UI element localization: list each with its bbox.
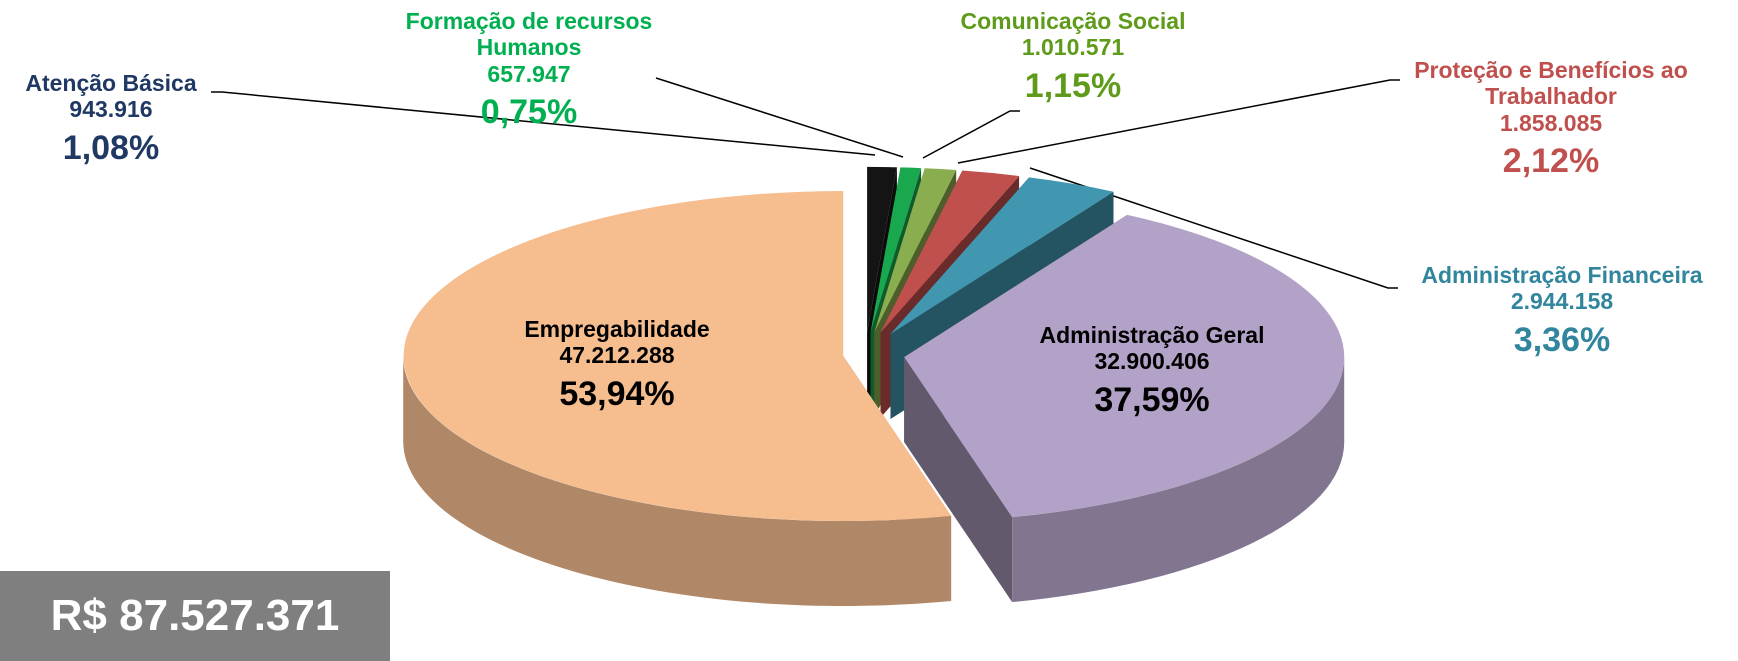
slice-name: Formação de recursos Humanos <box>405 8 653 61</box>
slice-side <box>1012 357 1345 603</box>
slice-percent: 0,75% <box>480 93 578 132</box>
leader-line <box>655 77 904 158</box>
slice-amount: 1.858.085 <box>1499 109 1603 136</box>
slice-amount: 657.947 <box>487 60 571 87</box>
slice-percent: 3,36% <box>1513 320 1611 359</box>
total-box: R$ 87.527.371 <box>0 571 390 661</box>
slice-percent: 2,12% <box>1502 142 1600 181</box>
slice-label: Proteção e Benefícios ao Trabalhador 1.85… <box>1386 57 1716 181</box>
slice-percent: 53,94% <box>559 374 675 413</box>
pie-layer <box>403 166 1345 521</box>
slice-name: Empregabilidade <box>524 316 710 342</box>
leader-line <box>922 110 1020 159</box>
slice <box>403 191 952 521</box>
slice-amount: 47.212.288 <box>559 342 675 369</box>
slice-amount: 1.010.571 <box>1021 34 1125 61</box>
slice-name: Proteção e Benefícios ao Trabalhador <box>1414 57 1688 110</box>
slice-amount: 32.900.406 <box>1094 348 1210 375</box>
slice-name: Administração Geral <box>1039 322 1265 348</box>
slice-label: Comunicação Social 1.010.571 1,15% <box>903 8 1243 106</box>
leader-line <box>1029 167 1398 289</box>
slice-label: Formação de recursos Humanos 657.947 0,75% <box>399 8 659 132</box>
slice-percent: 1,15% <box>1024 66 1122 105</box>
slice-side <box>403 356 952 607</box>
slice-label: Administração Geral 32.900.406 37,59% <box>982 322 1322 420</box>
slice-name: Administração Financeira <box>1421 262 1703 288</box>
slice-label: Atenção Básica 943.916 1,08% <box>0 70 281 168</box>
leader-line <box>957 79 1400 164</box>
slice-amount: 2.944.158 <box>1510 288 1614 315</box>
slice-edge <box>904 357 1013 603</box>
slice-name: Atenção Básica <box>25 70 197 96</box>
slice <box>890 177 1114 334</box>
slice-percent: 37,59% <box>1094 380 1210 419</box>
leader-line <box>211 91 876 156</box>
slice-percent: 1,08% <box>62 128 160 167</box>
slice-label: Empregabilidade 47.212.288 53,94% <box>447 316 787 414</box>
slice <box>880 170 1020 333</box>
slice <box>874 168 957 333</box>
slice-amount: 943.916 <box>69 96 153 123</box>
pie-layer <box>403 356 1345 607</box>
slice-label: Administração Financeira 2.944.158 3,36% <box>1392 262 1732 360</box>
slice <box>904 214 1345 518</box>
slice-name: Comunicação Social <box>960 8 1186 34</box>
pie <box>403 166 1345 607</box>
slice <box>870 167 922 332</box>
slice <box>867 166 897 332</box>
